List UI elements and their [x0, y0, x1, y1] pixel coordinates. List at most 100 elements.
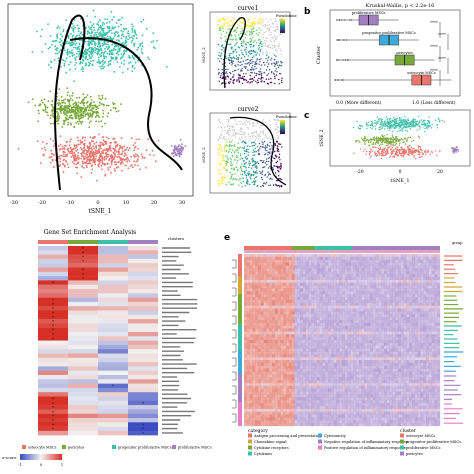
expression-heat-cell — [336, 276, 340, 280]
cell-point — [92, 47, 95, 50]
cell-point — [112, 56, 115, 59]
cell-point — [422, 119, 425, 122]
cell-point — [369, 156, 371, 158]
pseudotime-point — [251, 165, 254, 167]
cell-point — [90, 60, 92, 62]
pseudotime-point — [223, 175, 225, 177]
cell-point — [119, 163, 122, 166]
expression-heat-cell — [272, 256, 275, 260]
cell-point — [110, 29, 113, 32]
expression-heat-cell — [406, 259, 410, 263]
pseudotime-point — [257, 150, 260, 152]
pseudotime-point — [260, 64, 263, 66]
pseudotime-point — [231, 144, 233, 147]
expression-heat-cell — [255, 262, 259, 266]
cell-point — [82, 107, 85, 109]
cell-point — [77, 152, 79, 154]
cell-point — [375, 155, 378, 157]
panel-e-heatmap-cells — [244, 254, 441, 427]
expression-heat-cell — [417, 274, 421, 278]
expression-heat-cell — [330, 262, 334, 266]
expression-heat-cell — [400, 259, 404, 263]
cell-point — [391, 119, 393, 121]
expression-heat-cell — [328, 256, 331, 260]
cell-point — [175, 153, 178, 156]
pseudotime-point — [275, 74, 278, 76]
pseudotime-point — [255, 67, 257, 70]
cell-point — [383, 135, 385, 137]
pseudotime-point — [265, 37, 267, 39]
expression-heat-cell — [291, 265, 295, 269]
expression-heat-cell — [342, 254, 345, 258]
expression-heat-cell — [406, 256, 410, 260]
expression-heat-cell — [406, 274, 410, 278]
cell-point — [123, 155, 126, 157]
cell-point — [86, 145, 89, 148]
pseudotime-point — [253, 183, 255, 186]
pseudotime-point — [276, 145, 278, 147]
expression-heat-cell — [252, 254, 256, 258]
cell-point — [369, 151, 372, 153]
gsea-heat-cell — [98, 297, 128, 303]
gsea-heat-cell — [68, 413, 98, 419]
pseudotime-point — [259, 170, 261, 173]
expression-heat-cell — [344, 268, 348, 272]
expression-heat-cell — [428, 262, 432, 266]
curve1-ylabel: tSNE_2 — [201, 47, 206, 63]
expression-heat-cell — [426, 254, 429, 258]
cell-point — [73, 112, 76, 115]
expression-heat-cell — [280, 259, 284, 263]
expression-heat-cell — [378, 268, 382, 272]
expression-heat-cell — [437, 265, 441, 269]
pseudotime-point — [247, 133, 250, 135]
cell-point — [417, 149, 420, 151]
expression-heat-cell — [384, 259, 387, 263]
cell-point — [378, 147, 380, 150]
pseudotime-point — [227, 122, 229, 124]
pseudotime-point — [245, 119, 247, 122]
expression-heat-cell — [361, 268, 365, 272]
pseudotime-point — [239, 64, 241, 67]
expression-heat-cell — [325, 262, 329, 266]
cell-point — [398, 144, 400, 146]
expression-heat-cell — [283, 254, 287, 258]
cell-point — [443, 121, 446, 123]
pseudotime-point — [258, 134, 260, 136]
cell-point — [384, 121, 386, 123]
cell-point — [81, 109, 83, 111]
expression-heat-cell — [286, 274, 289, 278]
cell-point — [36, 140, 39, 143]
pseudotime-point — [219, 76, 221, 79]
cell-point — [73, 158, 76, 161]
pseudotime-point — [256, 185, 258, 187]
expression-heat-cell — [280, 274, 284, 278]
cell-point — [67, 91, 69, 94]
cell-point — [119, 66, 121, 68]
expression-heat-cell — [398, 271, 401, 275]
cell-point — [124, 164, 127, 167]
gsea-heat-cell — [68, 349, 98, 354]
expression-heat-cell — [244, 259, 247, 263]
expression-heat-cell — [305, 262, 309, 266]
cell-point — [405, 152, 407, 154]
cell-point — [117, 35, 120, 38]
cell-point — [103, 61, 106, 64]
cell-point — [370, 123, 373, 125]
cell-point — [392, 140, 395, 142]
cell-point — [147, 56, 150, 59]
cell-point — [112, 102, 114, 104]
expression-heat-cell — [342, 256, 345, 260]
box-outlier — [345, 39, 348, 41]
pseudotime-point — [280, 185, 283, 187]
cell-point — [90, 99, 93, 101]
pseudotime-point — [267, 63, 270, 65]
pseudotime-point — [248, 34, 251, 36]
cell-point — [105, 155, 108, 158]
cell-point — [99, 154, 102, 157]
cell-point — [78, 118, 81, 121]
pseudotime-point — [263, 160, 265, 162]
cell-point — [105, 56, 108, 58]
panel-c: c -20 0 20 tSNE_2 tSNE_1 — [304, 109, 471, 184]
box-outlier — [335, 59, 338, 61]
cell-point — [126, 146, 129, 149]
